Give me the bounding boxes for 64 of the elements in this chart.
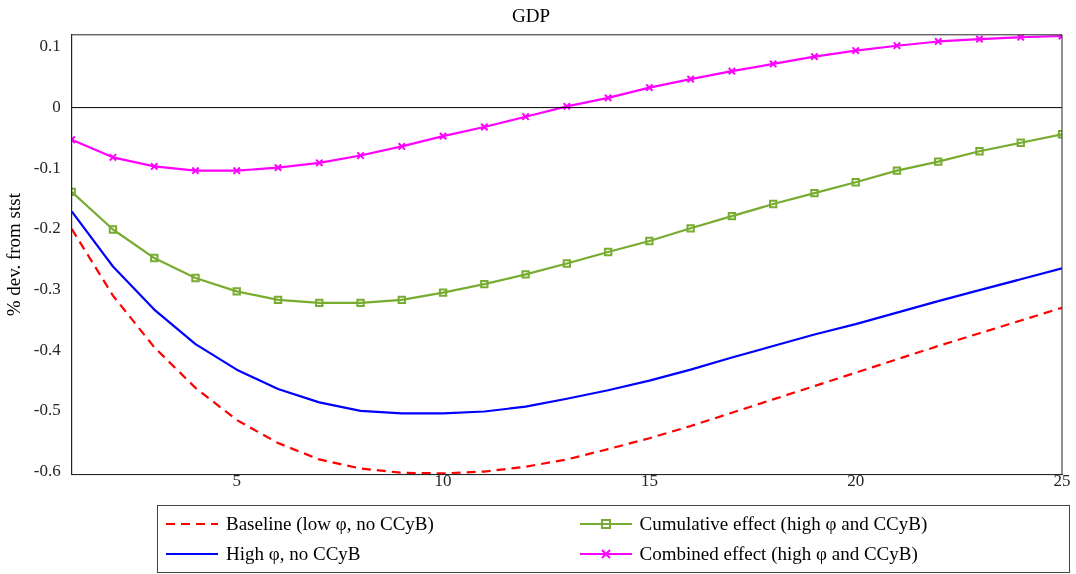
point (603, 247, 613, 257)
point (727, 212, 737, 221)
point (438, 288, 448, 297)
point (934, 157, 943, 166)
y-tick-label: -0.5 (33, 400, 61, 420)
point (397, 295, 406, 305)
point (232, 287, 241, 296)
point (150, 162, 159, 171)
point (645, 83, 654, 92)
x-tick-label: 5 (232, 471, 242, 491)
point (562, 259, 572, 268)
y-tick-label: 0.1 (39, 36, 61, 56)
point (934, 37, 943, 46)
x-tick-label: 20 (847, 471, 865, 491)
point (356, 151, 365, 160)
point (397, 142, 406, 151)
legend-label: Cumulative effect (high φ and CCyB) (639, 513, 928, 535)
x-tick-label: 25 (1053, 471, 1071, 491)
x-tick-label: 10 (434, 471, 452, 491)
point (108, 225, 118, 234)
point (768, 59, 778, 69)
point (975, 34, 984, 44)
legend-label: High φ, no CCyB (226, 543, 361, 565)
y-tick-label: -0.1 (33, 157, 61, 177)
point (892, 41, 902, 50)
legend-label: Baseline (low φ, no CCyB) (226, 513, 434, 535)
y-tick-label: -0.4 (33, 339, 62, 359)
point (686, 224, 695, 233)
point (356, 298, 365, 308)
point (603, 93, 613, 103)
point (232, 166, 241, 175)
point (768, 199, 778, 209)
point (645, 236, 654, 246)
point (438, 131, 448, 141)
point (810, 188, 819, 198)
point (315, 158, 324, 167)
point (273, 163, 283, 172)
point (480, 279, 489, 289)
point (810, 52, 819, 61)
point (727, 67, 737, 76)
legend-label: Combined effect (high φ and CCyB) (639, 543, 918, 565)
point (108, 153, 118, 162)
point (150, 253, 159, 263)
point (191, 166, 200, 175)
point (315, 298, 324, 308)
point (521, 270, 530, 279)
point (686, 74, 695, 84)
point (892, 166, 902, 175)
point (191, 273, 200, 283)
y-axis-title: % dev. from stst (3, 192, 25, 317)
point (273, 295, 283, 305)
x-tick-label: 15 (640, 471, 658, 491)
point (480, 122, 489, 132)
y-tick-label: -0.3 (33, 279, 61, 299)
chart-title: GDP (511, 5, 551, 27)
y-tick-label: -0.6 (33, 461, 61, 481)
point (851, 178, 860, 187)
point (851, 46, 860, 55)
point (1016, 138, 1025, 147)
point (975, 147, 984, 156)
point (521, 112, 530, 121)
y-tick-label: -0.2 (33, 218, 61, 238)
point (562, 102, 572, 111)
y-tick-label: 0 (52, 97, 61, 117)
